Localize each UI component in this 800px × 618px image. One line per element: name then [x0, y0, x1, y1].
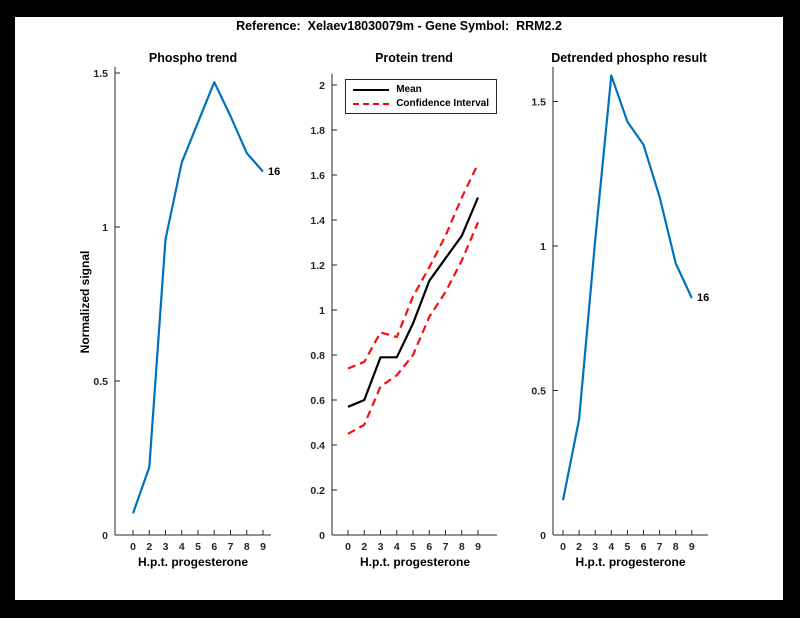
- legend-box: Mean Confidence Interval: [345, 79, 497, 114]
- series-mean: [347, 197, 480, 408]
- x-tick-label: 5: [195, 541, 201, 553]
- x-tick-label: 3: [592, 541, 598, 553]
- y-tick-label: 0.8: [310, 350, 325, 362]
- legend-mean-line-sample: [353, 88, 390, 91]
- subplot-2-plot-area: 00.20.40.60.811.21.41.61.820 2 3 4 5 6 7 8 9: [310, 73, 497, 553]
- x-tick-label: 6: [426, 541, 432, 553]
- x-tick-label: 4: [608, 541, 614, 553]
- subplot3-x-axis-label: H.p.t. progesterone: [575, 555, 686, 569]
- legend-ci-label: Confidence Interval: [396, 98, 489, 109]
- series-confidence-interval-upper: [347, 163, 479, 370]
- x-tick-label: 3: [163, 541, 169, 553]
- y-tick-label: 0.6: [310, 395, 325, 407]
- legend-row-ci: Confidence Interval: [353, 98, 489, 109]
- subplot2-title: Protein trend: [375, 51, 453, 65]
- subplot-1-plot-area: 00.511.50 2 3 4 5 6 7 8 9: [93, 66, 271, 553]
- x-tick-label: 0: [345, 541, 351, 553]
- y-tick-label: 1: [102, 222, 108, 234]
- x-tick-label: 2: [146, 541, 152, 553]
- y-tick-label: 1.2: [310, 260, 325, 272]
- y-tick-label: 1.5: [531, 96, 546, 108]
- x-tick-label: 0: [130, 541, 136, 553]
- y-tick-label: 2: [319, 80, 325, 92]
- y-tick-label: 1.8: [310, 125, 325, 137]
- x-tick-label: 8: [459, 541, 465, 553]
- subplot1-x-axis-label: H.p.t. progesterone: [137, 555, 248, 569]
- y-tick-label: 1: [540, 241, 546, 253]
- x-tick-label: 5: [410, 541, 416, 553]
- x-tick-label: 0: [560, 541, 566, 553]
- series-detrended-phospho-signal: [561, 74, 693, 501]
- x-tick-label: 4: [394, 541, 400, 553]
- y-tick-label: 1.6: [310, 170, 325, 182]
- subplot2-x-axis-label: H.p.t. progesterone: [359, 555, 470, 569]
- x-tick-label: 4: [179, 541, 185, 553]
- x-tick-label: 7: [443, 541, 449, 553]
- legend-ci-line-sample: [353, 102, 390, 105]
- y-tick-label: 1.5: [93, 68, 108, 80]
- figure-title: Reference: Xelaev18030079m - Gene Symbol…: [236, 19, 562, 33]
- x-tick-label: 5: [624, 541, 630, 553]
- subplot3-end-annotation: 16: [697, 292, 710, 304]
- subplot1-end-annotation: 16: [268, 166, 281, 178]
- x-tick-label: 9: [689, 541, 695, 553]
- x-tick-label: 9: [475, 541, 481, 553]
- x-tick-label: 7: [228, 541, 234, 553]
- y-tick-label: 0.4: [310, 440, 325, 452]
- legend-row-mean: Mean: [353, 84, 489, 95]
- series-confidence-interval-lower: [347, 221, 480, 435]
- figure-canvas: [15, 17, 783, 600]
- subplot-3-plot-area: 00.511.50 2 3 4 5 6 7 8 9: [531, 66, 708, 553]
- x-tick-label: 6: [211, 541, 217, 553]
- y-tick-label: 1.4: [310, 215, 325, 227]
- x-tick-label: 9: [260, 541, 266, 553]
- x-tick-label: 6: [641, 541, 647, 553]
- x-tick-label: 7: [657, 541, 663, 553]
- subplot3-title: Detrended phospho result: [551, 51, 707, 65]
- x-tick-label: 8: [244, 541, 250, 553]
- y-tick-label: 1: [319, 305, 325, 317]
- x-tick-label: 8: [673, 541, 679, 553]
- y-tick-label: 0.5: [93, 376, 108, 388]
- x-tick-label: 3: [378, 541, 384, 553]
- y-tick-label: 0: [319, 530, 325, 542]
- x-tick-label: 2: [361, 541, 367, 553]
- y-tick-label: 0: [540, 530, 546, 542]
- y-tick-label: 0: [102, 530, 108, 542]
- subplot1-title: Phospho trend: [148, 51, 238, 65]
- y-tick-label: 0.2: [310, 485, 325, 497]
- legend-mean-label: Mean: [396, 84, 422, 95]
- series-phospho-signal: [131, 81, 264, 514]
- y-tick-label: 0.5: [531, 385, 546, 397]
- x-tick-label: 2: [576, 541, 582, 553]
